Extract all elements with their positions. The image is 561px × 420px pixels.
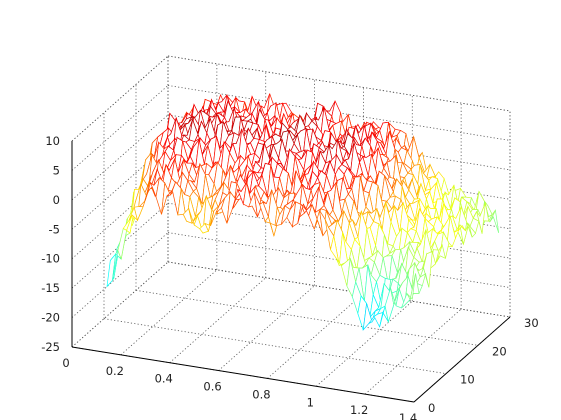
y-tick-label: 10	[460, 373, 475, 387]
grid-line-floor-x	[364, 308, 462, 395]
x-axis-line	[71, 346, 415, 403]
grid-line-left-z	[71, 173, 169, 260]
z-tick-label: -15	[41, 281, 60, 295]
y-tick-label: 30	[524, 316, 539, 330]
grid-line-left-z	[71, 261, 169, 348]
z-tick-label: -10	[41, 252, 60, 266]
surface-patch	[117, 227, 127, 261]
z-tick-label: -20	[41, 311, 60, 325]
x-tick-label: 0.2	[106, 364, 124, 378]
x-tick-label: 0	[62, 356, 69, 370]
x-tick-label: 1.4	[399, 411, 417, 420]
x-tick-label: 0.6	[203, 380, 221, 394]
surface-mesh	[106, 93, 500, 331]
x-tick-label: 0.8	[252, 387, 270, 401]
z-tick-label: -25	[41, 340, 60, 354]
y-axis-line	[413, 316, 511, 403]
grid-line-floor-x	[316, 300, 413, 387]
z-tick-label: 5	[53, 163, 60, 177]
grid-line-floor-x	[267, 293, 364, 379]
grid-line-floor-x	[218, 285, 315, 371]
x-tick-label: 1.2	[350, 403, 368, 417]
grid-line-left-z	[71, 85, 169, 171]
grid-line-floor-x	[120, 269, 218, 356]
z-tick-label: -5	[49, 222, 60, 236]
grid-line-left-z	[71, 202, 169, 289]
x-tick-label: 0.4	[155, 372, 173, 386]
z-tick-label: 10	[45, 134, 60, 148]
y-tick-label: 20	[492, 344, 507, 358]
y-tick-label: 0	[428, 401, 435, 415]
surface-patch	[406, 273, 416, 301]
grid-line-floor-x	[169, 277, 266, 364]
grid-line-left-z	[71, 143, 169, 230]
grid-line-left-z	[71, 232, 169, 318]
grid-line-floor-y	[135, 289, 479, 346]
grid-line-floor-y	[103, 318, 447, 375]
grid-line-left-z	[71, 114, 169, 201]
z-tick-label: 0	[53, 193, 60, 207]
grid-line-floor-y	[167, 261, 511, 318]
grid-line-left-z	[71, 55, 169, 142]
tick-labels: 0 0.2 0.4 0.6 0.8 1 1.2 1.4 0 10 20 30 -25 -20 -15 -10 -…	[41, 134, 538, 420]
x-tick-label: 1	[307, 395, 314, 409]
